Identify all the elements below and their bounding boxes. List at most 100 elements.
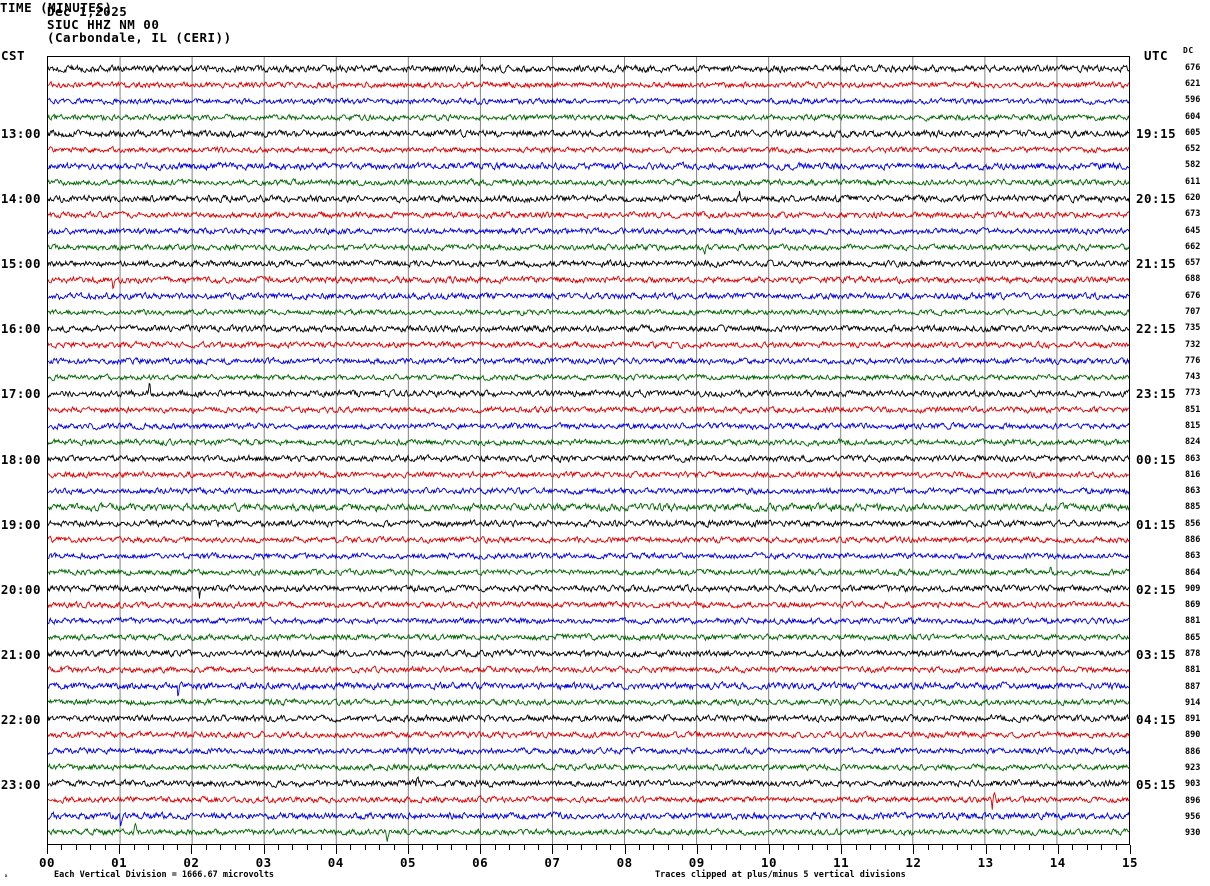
x-axis-title: TIME (MINUTES) xyxy=(0,0,113,15)
x-minor-tick xyxy=(249,845,251,850)
dc-value: 652 xyxy=(1185,144,1201,155)
dc-value: 611 xyxy=(1185,176,1201,187)
dc-value: 865 xyxy=(1185,632,1201,643)
helicorder-plot-area[interactable] xyxy=(47,56,1130,845)
trace-20 xyxy=(48,382,1129,399)
x-major-tick xyxy=(263,845,265,854)
dc-value: 676 xyxy=(1185,290,1201,301)
x-tick-label: 05 xyxy=(399,855,417,870)
dc-value: 863 xyxy=(1185,486,1201,497)
left-hour-label: 14:00 xyxy=(0,191,41,206)
scale-note: Each Vertical Division = 1666.67 microvo… xyxy=(54,870,275,880)
x-minor-tick xyxy=(306,845,308,850)
dc-value: 776 xyxy=(1185,355,1201,366)
x-minor-tick xyxy=(220,845,222,850)
dc-value: 735 xyxy=(1185,323,1201,334)
dc-value: 869 xyxy=(1185,600,1201,611)
dc-value: 773 xyxy=(1185,388,1201,399)
header-date: Dec 1,2025 xyxy=(47,4,128,19)
dc-value: 657 xyxy=(1185,258,1201,269)
trace-9 xyxy=(48,210,1129,220)
x-minor-tick xyxy=(292,845,294,850)
trace-41 xyxy=(48,730,1129,740)
trace-8 xyxy=(48,191,1129,204)
right-hour-label: 04:15 xyxy=(1136,712,1177,728)
dc-value: 878 xyxy=(1185,648,1201,659)
x-minor-tick xyxy=(436,845,438,850)
x-tick-label: 07 xyxy=(544,855,561,870)
right-hour-label: 19:15 xyxy=(1136,125,1177,141)
x-tick-label: 12 xyxy=(905,855,922,870)
dc-value: 815 xyxy=(1185,420,1201,431)
left-hour-label: 17:00 xyxy=(0,386,41,402)
dc-value: 885 xyxy=(1185,502,1201,513)
x-minor-tick xyxy=(350,845,352,850)
trace-26 xyxy=(48,486,1129,496)
x-major-tick xyxy=(841,845,843,854)
dc-value: 896 xyxy=(1185,795,1201,806)
x-tick-label: 09 xyxy=(688,855,705,870)
x-minor-tick xyxy=(537,845,539,850)
x-major-tick xyxy=(985,845,987,854)
x-minor-tick xyxy=(1115,845,1117,850)
right-hour-label: 01:15 xyxy=(1136,516,1177,532)
dc-value: 851 xyxy=(1185,404,1201,415)
x-tick-label: 02 xyxy=(183,855,200,870)
trace-18 xyxy=(48,356,1129,366)
left-hour-label: 13:00 xyxy=(0,125,41,141)
left-hour-label: 19:00 xyxy=(0,516,41,532)
x-minor-tick xyxy=(870,845,872,850)
dc-value: 743 xyxy=(1185,372,1201,383)
x-minor-tick xyxy=(451,845,453,850)
trace-22 xyxy=(48,421,1129,431)
left-hour-label: 21:00 xyxy=(0,646,41,662)
x-tick-label: 15 xyxy=(1121,855,1139,870)
x-tick-label: 11 xyxy=(833,855,850,870)
x-minor-tick xyxy=(711,845,713,850)
trace-12 xyxy=(48,259,1129,269)
dc-value: 582 xyxy=(1185,160,1201,171)
dc-value: 956 xyxy=(1185,811,1201,822)
dc-value: 816 xyxy=(1185,469,1201,480)
dc-value: 909 xyxy=(1185,583,1201,594)
x-minor-tick xyxy=(1086,845,1088,850)
trace-6 xyxy=(48,161,1129,172)
x-minor-tick xyxy=(148,845,150,850)
trace-1 xyxy=(48,80,1129,90)
header-station: SIUC HHZ NM 00 xyxy=(47,17,160,32)
trace-31 xyxy=(48,566,1129,577)
x-tick-label: 13 xyxy=(977,855,994,870)
right-hour-label: 00:15 xyxy=(1136,451,1177,467)
left-hour-label: 18:00 xyxy=(0,451,41,467)
x-minor-tick xyxy=(176,845,178,850)
x-minor-tick xyxy=(581,845,583,850)
x-minor-tick xyxy=(1101,845,1103,850)
trace-11 xyxy=(48,243,1129,255)
dc-value: 891 xyxy=(1185,714,1201,725)
x-tick-label: 03 xyxy=(255,855,272,870)
trace-36 xyxy=(48,648,1129,659)
trace-46 xyxy=(48,810,1129,827)
x-minor-tick xyxy=(393,845,395,850)
trace-45 xyxy=(48,791,1129,810)
right-hour-label: 22:15 xyxy=(1136,321,1177,337)
x-minor-tick xyxy=(1028,845,1030,850)
x-major-tick xyxy=(1130,845,1131,854)
header-location: (Carbondale, IL (CERI)) xyxy=(47,30,232,45)
x-major-tick xyxy=(769,845,770,854)
dc-value: 662 xyxy=(1185,241,1201,252)
trace-32 xyxy=(48,583,1129,599)
trace-37 xyxy=(48,665,1129,674)
dc-value: 886 xyxy=(1185,746,1201,757)
x-tick-label: 06 xyxy=(472,855,489,870)
x-minor-tick xyxy=(379,845,381,850)
dc-value: 886 xyxy=(1185,534,1201,545)
dc-value: 890 xyxy=(1185,730,1201,741)
trace-33 xyxy=(48,600,1129,610)
right-hour-label: 05:15 xyxy=(1136,777,1177,793)
x-minor-tick xyxy=(682,845,684,850)
x-minor-tick xyxy=(1014,845,1016,850)
x-minor-tick xyxy=(75,845,77,850)
x-minor-tick xyxy=(797,845,799,850)
